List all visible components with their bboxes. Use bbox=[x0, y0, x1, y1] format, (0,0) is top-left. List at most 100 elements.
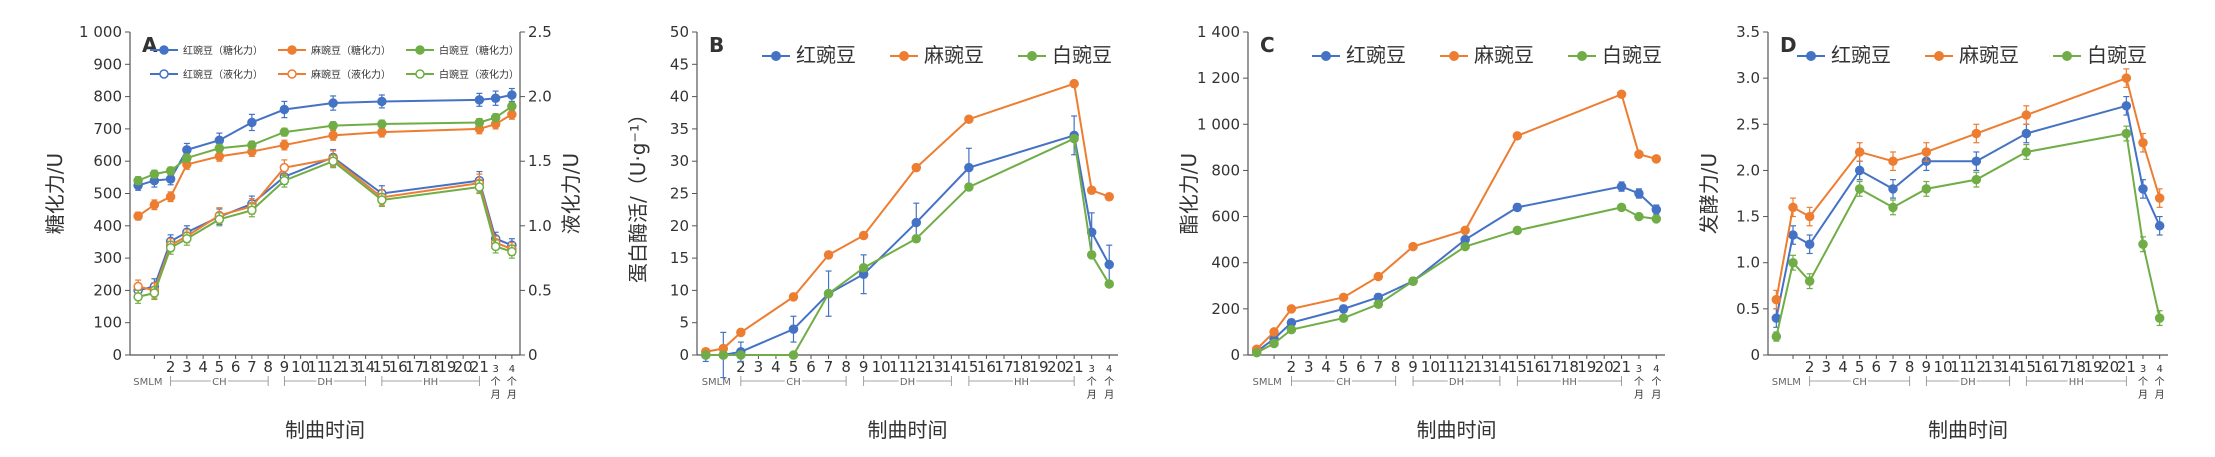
data-point bbox=[377, 96, 387, 107]
legend-label: 红豌豆 bbox=[1831, 43, 1891, 67]
data-point bbox=[1338, 292, 1349, 303]
data-point bbox=[1788, 257, 1798, 268]
data-point bbox=[1921, 147, 1932, 157]
y-tick-label: 3.5 bbox=[1736, 23, 1760, 41]
data-point bbox=[964, 114, 974, 124]
data-point bbox=[507, 246, 517, 257]
x-tick-label: 7 bbox=[824, 358, 834, 376]
legend-marker bbox=[1449, 51, 1459, 61]
data-point bbox=[1104, 191, 1114, 202]
data-point bbox=[1804, 239, 1815, 250]
data-point bbox=[149, 169, 160, 179]
y-tick-label: 50 bbox=[670, 23, 689, 41]
x-tick-label: 3 bbox=[182, 358, 192, 376]
x-tick-label: 15 bbox=[1508, 358, 1527, 376]
x-sm-label: SMLM bbox=[133, 377, 162, 388]
panel-letter: A bbox=[142, 33, 158, 57]
legend-item: 红豌豆（液化力） bbox=[150, 68, 263, 81]
legend-marker bbox=[415, 45, 425, 55]
y-tick-label: 600 bbox=[93, 152, 122, 170]
data-point bbox=[858, 230, 869, 241]
stage-label: CH bbox=[1852, 377, 1867, 388]
y-tick-label: 1.5 bbox=[1736, 208, 1760, 226]
data-point bbox=[2021, 147, 2032, 157]
x-tick-label: 12 bbox=[1456, 358, 1475, 376]
legend-marker bbox=[1806, 51, 1816, 61]
series-5 bbox=[133, 154, 517, 304]
data-point bbox=[1373, 271, 1384, 282]
data-point bbox=[165, 166, 176, 176]
y-axis-title: 发酵力/U bbox=[1697, 153, 1721, 234]
x-tick-label: 17 bbox=[994, 358, 1013, 376]
series-line bbox=[137, 157, 513, 292]
legend-item: 白豌豆（糖化力） bbox=[406, 44, 519, 57]
y-tick-label: 800 bbox=[1211, 161, 1240, 179]
x-tick-label: 13 bbox=[340, 358, 359, 376]
legend-marker bbox=[1934, 51, 1944, 61]
data-point bbox=[1888, 184, 1898, 194]
data-point bbox=[1408, 241, 1418, 252]
legend-label: 麻豌豆（液化力） bbox=[311, 68, 391, 81]
x-month-label: 月 bbox=[2155, 389, 2165, 401]
data-point bbox=[1854, 184, 1865, 194]
x-tick-label: 21 bbox=[2117, 358, 2136, 376]
legend-marker bbox=[2062, 51, 2072, 61]
data-point bbox=[1616, 181, 1627, 192]
stage-label: DH bbox=[1449, 377, 1464, 388]
data-point bbox=[279, 140, 290, 150]
data-point bbox=[1286, 324, 1297, 335]
y-tick-label: 2.5 bbox=[1736, 115, 1760, 133]
data-point bbox=[2138, 137, 2148, 148]
legend-item: 麻豌豆 bbox=[1925, 43, 2019, 67]
stage-label: CH bbox=[212, 377, 227, 388]
x-tick-label: 18 bbox=[1560, 358, 1579, 376]
x-tick-label: 10 bbox=[1421, 358, 1440, 376]
data-point bbox=[788, 292, 799, 302]
x-tick-label: 6 bbox=[1872, 358, 1882, 376]
data-point bbox=[911, 233, 922, 244]
data-point bbox=[149, 288, 160, 298]
x-tick-label: 14 bbox=[1490, 358, 1509, 376]
x-tick-label: 21 bbox=[1612, 358, 1631, 376]
legend-label: 红豌豆（糖化力） bbox=[183, 44, 263, 57]
y-tick-label: 3.0 bbox=[1736, 69, 1760, 87]
data-point bbox=[507, 101, 517, 112]
y-tick-label: 500 bbox=[93, 185, 122, 203]
series-3 bbox=[133, 148, 517, 298]
data-point bbox=[1512, 131, 1523, 141]
x-tick-label: 2 bbox=[1287, 358, 1297, 376]
x-tick-label: 10 bbox=[1933, 358, 1952, 376]
legend-label: 麻豌豆 bbox=[1474, 43, 1534, 67]
x-tick-label: 9 bbox=[1408, 358, 1418, 376]
data-point bbox=[133, 281, 143, 292]
x-tick-label: 18 bbox=[1012, 358, 1031, 376]
x-tick-label: 4 bbox=[198, 358, 208, 376]
series-2 bbox=[133, 101, 517, 186]
y-tick-label: 0 bbox=[1230, 346, 1240, 364]
x-month-label: 个 bbox=[491, 376, 501, 388]
legend-marker bbox=[1321, 51, 1331, 61]
x-tick-label: 13 bbox=[1473, 358, 1492, 376]
data-point bbox=[1888, 156, 1898, 166]
data-point bbox=[1460, 225, 1470, 236]
x-tick-label: 4 bbox=[771, 358, 781, 376]
x-month-label: 4 bbox=[1106, 364, 1112, 375]
series-2 bbox=[1251, 202, 1662, 358]
data-point bbox=[1512, 225, 1523, 236]
data-point bbox=[2021, 110, 2032, 120]
x-month-label: 4 bbox=[1653, 364, 1659, 375]
x-tick-label: 20 bbox=[1595, 358, 1614, 376]
y-tick-label: 0 bbox=[112, 346, 122, 364]
x-tick-label: 8 bbox=[1905, 358, 1915, 376]
data-point bbox=[1651, 204, 1662, 215]
legend-item: 白豌豆（液化力） bbox=[406, 68, 519, 81]
legend-label: 麻豌豆 bbox=[1959, 43, 2019, 67]
data-point bbox=[1888, 202, 1898, 213]
legend-label: 白豌豆 bbox=[2087, 43, 2147, 67]
y-tick-label: 300 bbox=[93, 249, 122, 267]
x-tick-label: 4 bbox=[1838, 358, 1848, 376]
data-point bbox=[1634, 149, 1644, 160]
data-point bbox=[1086, 185, 1097, 196]
